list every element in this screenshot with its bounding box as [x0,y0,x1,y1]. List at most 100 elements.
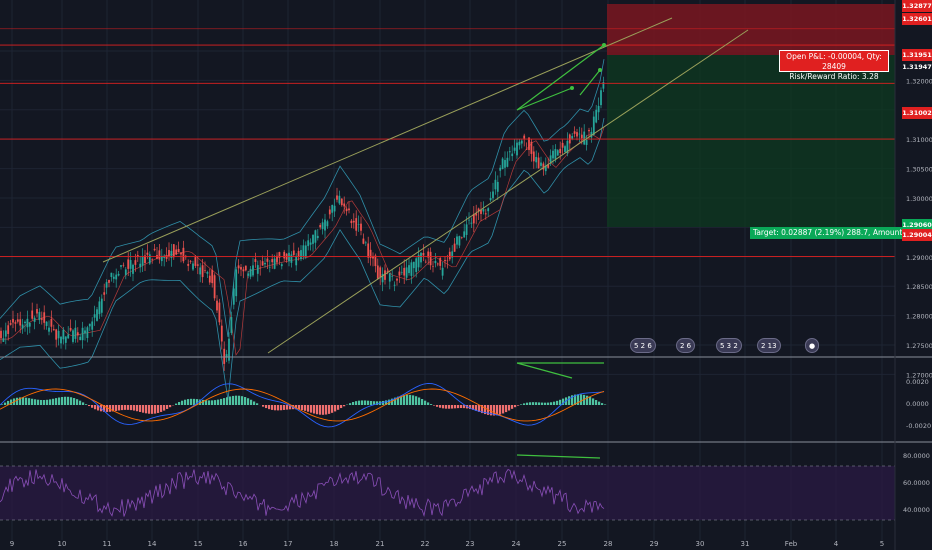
macd-histogram-bar [283,405,286,410]
time-label: 25 [558,540,567,548]
trend-channel[interactable] [102,17,749,354]
macd-histogram-bar [238,395,241,405]
event-badge[interactable]: ● [805,338,820,353]
horizontal-levels[interactable] [0,28,895,258]
macd-histogram-bar [193,398,196,405]
candle-body [112,276,115,279]
macd-histogram-bar [544,402,547,405]
macd-histogram-bar [88,405,91,407]
macd-histogram-bar [235,395,238,405]
macd-histogram-bar [436,405,439,407]
candle-body [4,330,7,337]
macd-histogram-bar [334,405,337,412]
macd-histogram-bar [493,405,496,416]
macd-histogram-bar [295,405,298,410]
event-badge[interactable]: 2 13 [757,338,781,353]
time-label: 29 [650,540,659,548]
candle-body [468,219,470,221]
candle-body [280,264,283,267]
macd-divergence-arrow [516,362,573,379]
candle-body [540,162,542,166]
macd-histogram-bar [562,398,565,405]
macd-histogram-bar [322,405,325,415]
event-badge[interactable]: 5 3 2 [716,338,742,353]
price-tick: 1.30000 [906,195,932,203]
price-tick: 1.27500 [906,342,932,350]
macd-histogram-bar [31,398,34,405]
macd-histogram-bar [406,394,409,405]
candle-body [460,237,463,238]
macd-histogram-bar [268,405,271,410]
candle-body [415,258,418,272]
macd-histogram-bar [169,405,172,408]
candle-body [504,160,506,168]
rsi-tick: 60.0000 [903,479,930,487]
price-tag: 1.31951 [902,49,932,61]
macd-histogram-bar [208,400,211,405]
macd-histogram-bar [139,405,142,412]
candle-body [187,263,190,266]
candle-body [19,319,22,326]
candle-body [338,195,341,204]
candle-body [422,253,425,256]
macd-histogram-bar [1,404,4,405]
candle-body [211,269,214,284]
time-label: 11 [103,540,112,548]
candle-body [453,243,456,252]
candle-body [115,274,118,280]
candle-body [405,267,408,278]
candle-body [384,270,386,280]
macd-histogram-bar [7,400,10,405]
candle-body [237,265,240,269]
candle-body [336,195,338,200]
candle-body [139,263,142,268]
event-badge[interactable]: 2 6 [676,338,696,353]
candle-body [386,270,389,272]
macd-histogram-bar [187,399,190,405]
time-label: 10 [58,540,67,548]
macd-histogram-bar [232,395,235,405]
macd-histogram-bar [160,405,163,412]
candle-body [199,267,202,275]
candle-body [69,327,72,331]
candle-body [511,153,514,157]
candle-body [590,131,593,138]
candle-body [204,270,206,271]
macd-histogram-bar [262,405,265,407]
macd-histogram-bar [370,400,373,405]
macd-histogram-bar [529,402,532,405]
candle-body [266,258,269,262]
macd-tick: 0.0020 [906,378,929,386]
candle-body [14,322,17,324]
macd-histogram-bar [331,405,334,413]
candle-body [105,282,108,288]
macd-histogram-bar [304,405,307,411]
candle-body [456,236,458,245]
candle-body [67,334,70,339]
macd-histogram-bar [484,405,487,415]
candle-body [516,142,518,156]
macd-histogram-bar [94,405,97,410]
time-label: 14 [148,540,157,548]
event-badge[interactable]: 5 2 6 [630,338,656,353]
candle-body [400,272,403,274]
rsi-line [0,468,605,518]
time-label: 5 [880,540,884,548]
candle-body [470,222,473,224]
candle-body [600,90,602,106]
candle-body [163,256,166,258]
candle-body [33,317,36,322]
candle-body [379,267,382,278]
candle-body [170,250,173,258]
candle-body [264,262,266,265]
target-label[interactable]: Target: 0.02887 (2.19%) 288.7, Amount: 1… [750,227,902,239]
candle-body [566,140,569,154]
candle-body [196,264,199,266]
macd-histogram-bar [586,395,589,405]
position-pnl-box[interactable]: Open P&L: -0.00004, Qty: 28409 Risk/Rewa… [779,50,889,81]
candle-body [482,209,485,212]
candle-body [597,105,600,113]
macd-histogram-bar [577,394,580,405]
time-label: Feb [785,540,798,548]
